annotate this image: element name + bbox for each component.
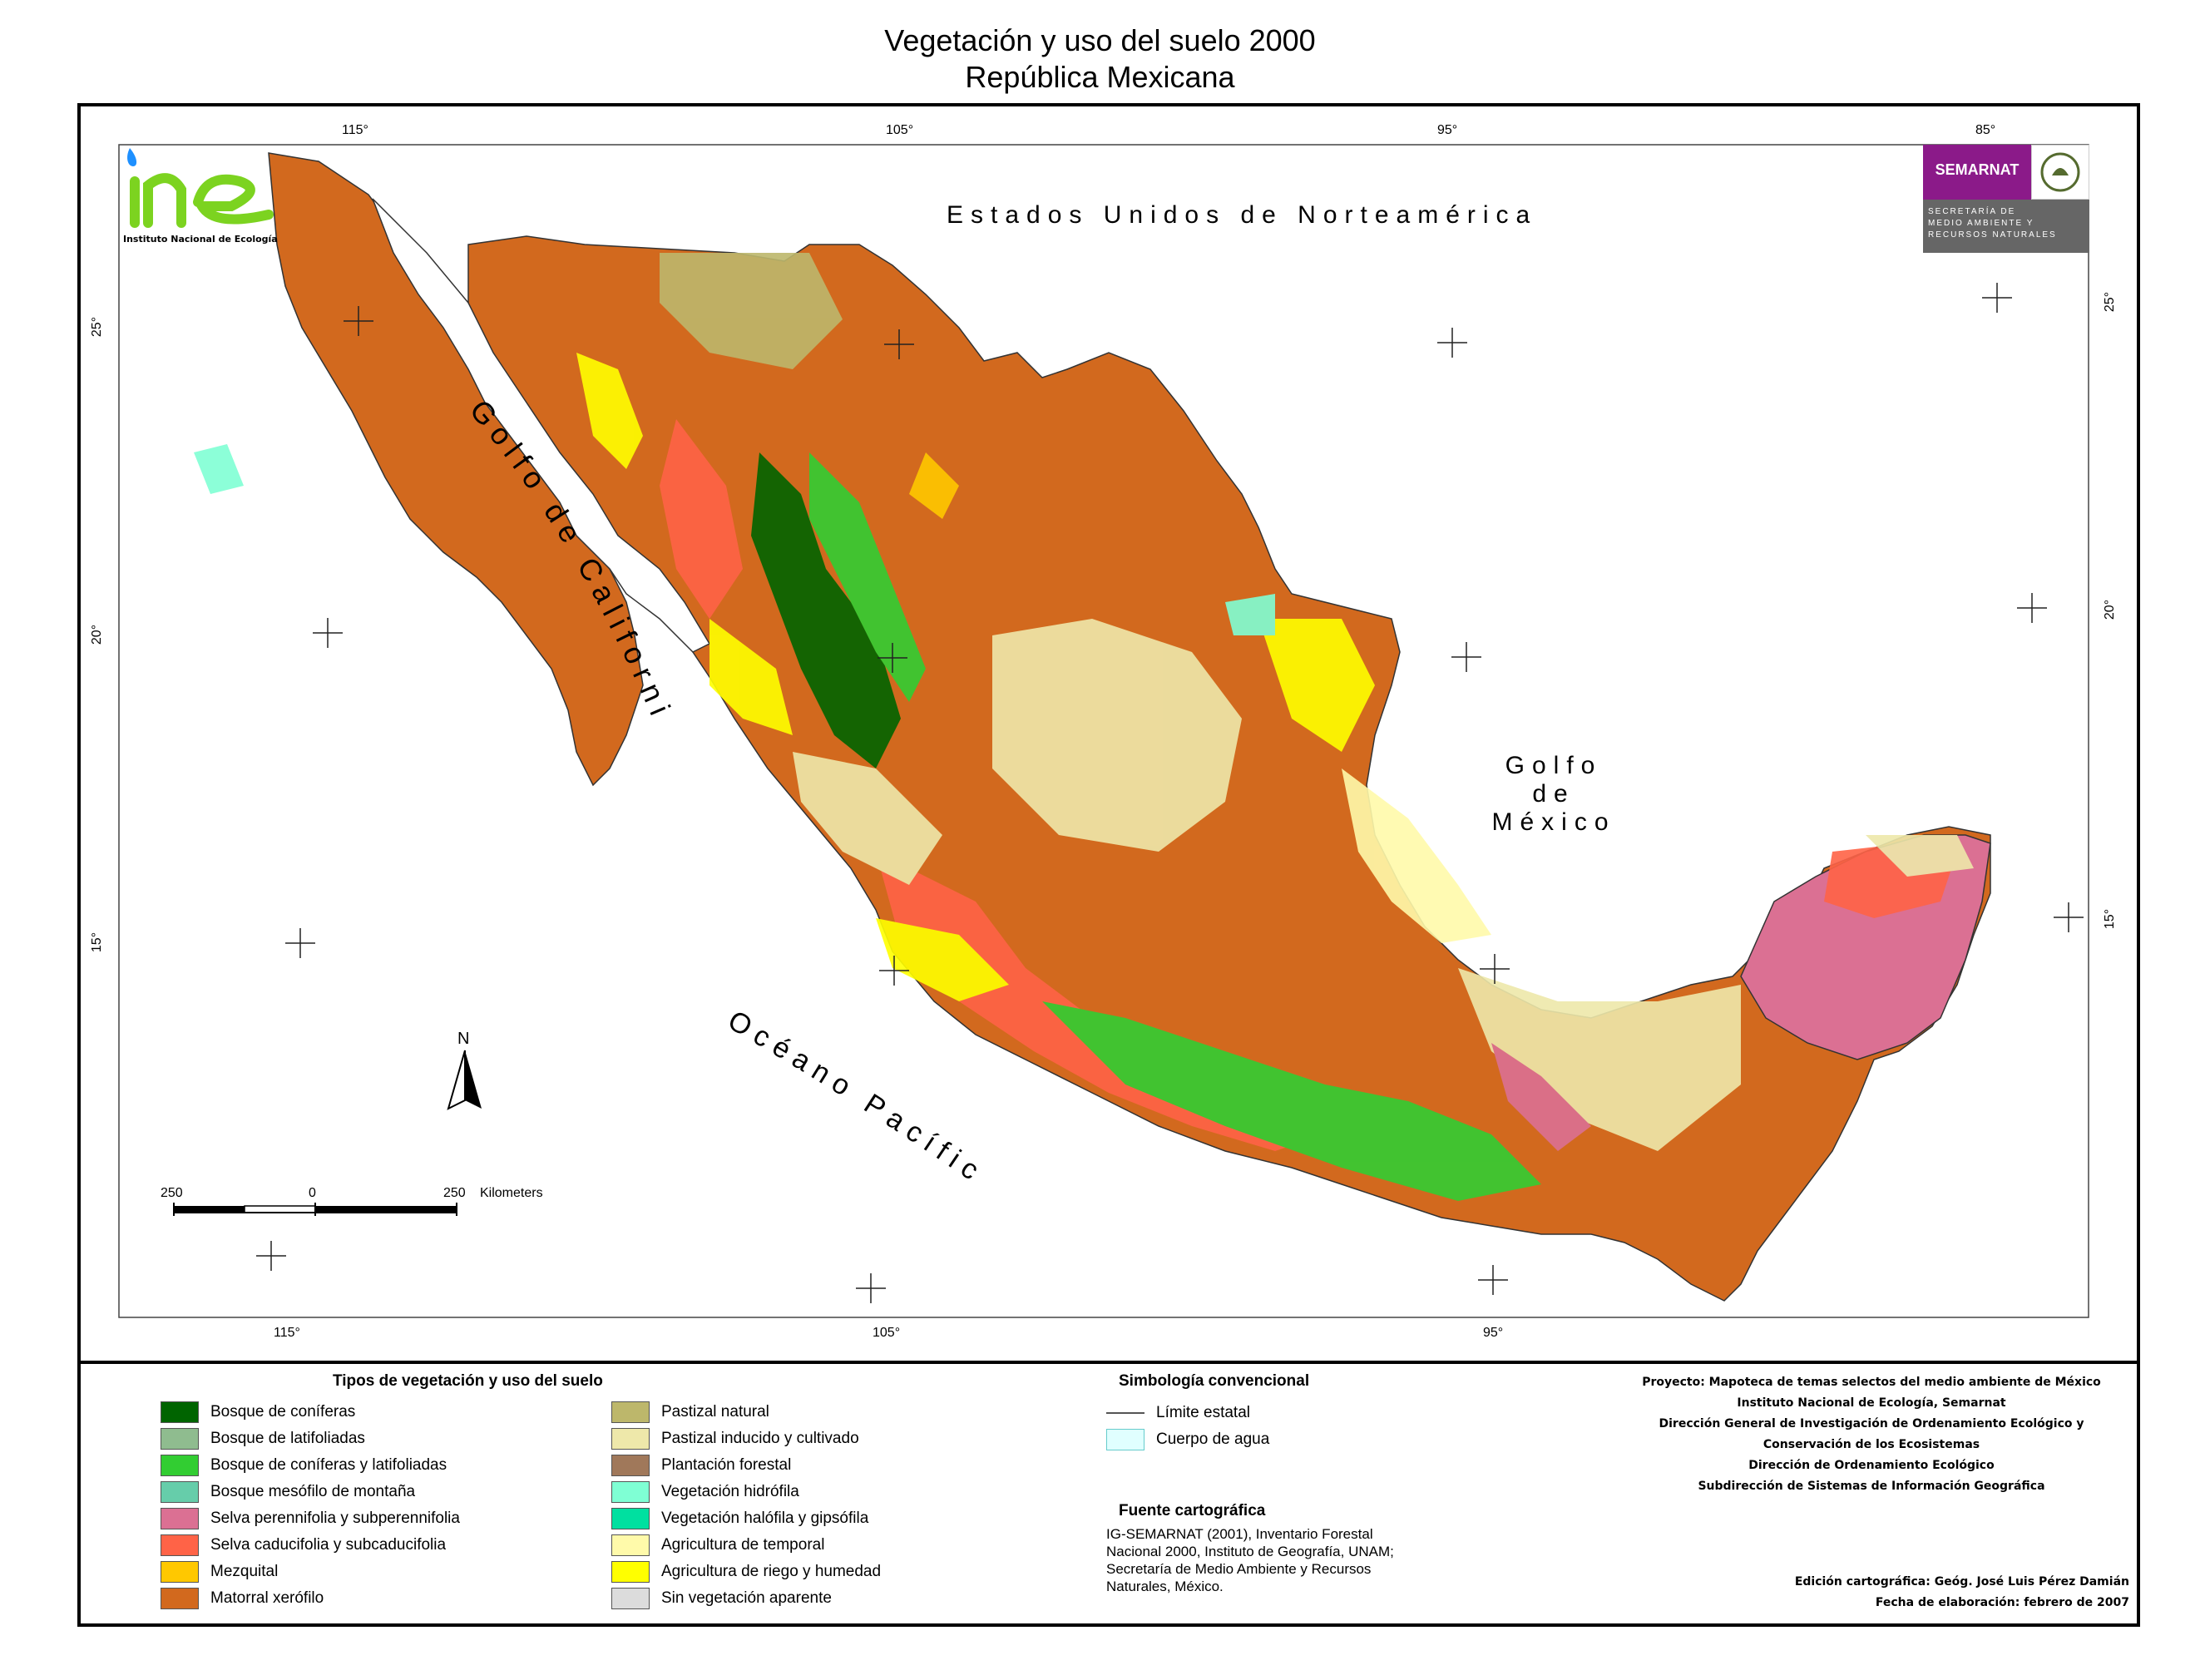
ine-logo-icon xyxy=(127,148,274,228)
map-title: Vegetación y uso del suelo 2000 xyxy=(884,23,1316,57)
legend-heading: Tipos de vegetación y uso del suelo xyxy=(333,1372,603,1390)
water-swatch xyxy=(1106,1429,1144,1450)
legend-swatch xyxy=(161,1508,199,1529)
legend-swatch xyxy=(161,1481,199,1503)
legend-item: Selva caducifolia y subcaducifolia xyxy=(161,1534,446,1557)
legend-item: Matorral xerófilo xyxy=(161,1587,324,1610)
mexico-seal-icon xyxy=(2031,145,2089,200)
legend-item: Pastizal inducido y cultivado xyxy=(611,1427,859,1450)
legend-swatch xyxy=(161,1428,199,1450)
legend-item: Bosque de coníferas xyxy=(161,1401,355,1424)
coord-right-20: 20° xyxy=(2103,599,2118,620)
simbologia-heading: Simbología convencional xyxy=(1119,1372,1310,1390)
legend-label: Matorral xerófilo xyxy=(210,1589,324,1607)
legend-label: Mezquital xyxy=(210,1563,279,1580)
legend-label: Pastizal natural xyxy=(661,1403,769,1421)
ine-logo: Instituto Nacional de Ecología xyxy=(123,148,281,248)
gulf-of-california xyxy=(372,198,711,653)
legend-item-limite-estatal: Límite estatal xyxy=(1106,1401,1250,1425)
north-arrow xyxy=(447,1050,482,1110)
coord-bottom-105: 105° xyxy=(873,1326,901,1340)
legend-item: Agricultura de riego y humedad xyxy=(611,1560,881,1584)
scale-label-left: 250 xyxy=(161,1186,183,1200)
scale-unit: Kilometers xyxy=(480,1186,543,1200)
usa-label: Estados Unidos de Norteamérica xyxy=(947,201,1538,229)
legend-item: Mezquital xyxy=(161,1560,278,1584)
coord-top-95: 95° xyxy=(1437,123,1458,137)
legend-item: Bosque de coníferas y latifoliadas xyxy=(161,1454,447,1477)
north-label: N xyxy=(457,1030,470,1048)
legend-item: Vegetación hidrófila xyxy=(611,1480,799,1504)
legend-label: Agricultura de riego y humedad xyxy=(661,1563,882,1580)
legend-label: Vegetación halófila y gipsófila xyxy=(661,1510,869,1527)
legend-label: Agricultura de temporal xyxy=(661,1536,825,1554)
legend-swatch xyxy=(611,1428,650,1450)
scale-label-mid: 0 xyxy=(309,1186,316,1200)
coord-top-115: 115° xyxy=(342,123,368,137)
legend-item: Plantación forestal xyxy=(611,1454,791,1477)
legend-swatch xyxy=(161,1455,199,1476)
coord-left-20: 20° xyxy=(90,624,105,645)
legend-label: Vegetación hidrófila xyxy=(661,1483,799,1500)
scale-label-right: 250 xyxy=(443,1186,466,1200)
map-panel: Golfo de California Océano Pacífico xyxy=(77,103,2140,1367)
edicion-text: Edición cartográfica: Geóg. José Luis Pé… xyxy=(1794,1575,2129,1609)
semarnat-name: SEMARNAT xyxy=(1935,161,2020,178)
fuente-heading: Fuente cartográfica xyxy=(1119,1502,1266,1519)
legend-item: Agricultura de temporal xyxy=(611,1534,824,1557)
legend-swatch xyxy=(161,1401,199,1423)
legend-item: Bosque de latifoliadas xyxy=(161,1427,365,1450)
ine-logo-text: Instituto Nacional de Ecología xyxy=(123,234,278,245)
map-frame xyxy=(77,103,2140,1627)
legend-item: Selva perennifolia y subperennifolia xyxy=(161,1507,460,1530)
legend-swatch xyxy=(611,1455,650,1476)
coord-right-15: 15° xyxy=(2103,908,2118,930)
legend-divider xyxy=(77,1361,2140,1364)
legend-swatch xyxy=(611,1481,650,1503)
vegetation-patches xyxy=(194,253,1974,1201)
coord-right-25: 25° xyxy=(2103,291,2118,313)
legend-label: Selva caducifolia y subcaducifolia xyxy=(210,1536,447,1554)
coord-left-15: 15° xyxy=(90,931,105,953)
legend-item: Vegetación halófila y gipsófila xyxy=(611,1507,868,1530)
proyecto-text: Proyecto: Mapoteca de temas selectos del… xyxy=(1642,1376,2101,1493)
legend-label: Bosque mesófilo de montaña xyxy=(210,1483,416,1500)
legend-item-cuerpo-agua: Cuerpo de agua xyxy=(1106,1428,1269,1451)
legend-item: Sin vegetación aparente xyxy=(611,1587,832,1610)
coord-bottom-95: 95° xyxy=(1483,1326,1504,1340)
legend-swatch xyxy=(611,1534,650,1556)
scale-bar xyxy=(173,1203,457,1216)
legend-swatch xyxy=(161,1561,199,1583)
legend-item: Bosque mesófilo de montaña xyxy=(161,1480,415,1504)
legend-swatch xyxy=(611,1588,650,1609)
legend-label: Pastizal inducido y cultivado xyxy=(661,1430,859,1447)
legend-swatch xyxy=(161,1534,199,1556)
legend-label: Sin vegetación aparente xyxy=(661,1589,832,1607)
coord-top-85: 85° xyxy=(1975,123,1996,137)
line-swatch xyxy=(1106,1412,1144,1414)
semarnat-logo: SEMARNAT SECRETARÍA DE MEDIO AMBIENTE Y … xyxy=(1923,145,2089,253)
legend-label: Bosque de coníferas xyxy=(210,1403,356,1421)
fuente-text: IG-SEMARNAT (2001), Inventario Forestal … xyxy=(1106,1526,1394,1594)
legend-label: Selva perennifolia y subperennifolia xyxy=(210,1510,460,1527)
semarnat-subtitle: SECRETARÍA DE MEDIO AMBIENTE Y RECURSOS … xyxy=(1923,200,2089,253)
legend-swatch xyxy=(611,1561,650,1583)
legend-label: Bosque de latifoliadas xyxy=(210,1430,365,1447)
legend-label: Plantación forestal xyxy=(661,1456,792,1474)
coord-left-25: 25° xyxy=(90,316,105,338)
coord-bottom-115: 115° xyxy=(274,1326,300,1340)
legend-swatch xyxy=(611,1401,650,1423)
legend-label: Bosque de coníferas y latifoliadas xyxy=(210,1456,447,1474)
gulf-mexico-label: Golfo de México xyxy=(1491,752,1616,836)
legend-item: Pastizal natural xyxy=(611,1401,769,1424)
map-subtitle: República Mexicana xyxy=(965,60,1235,94)
graticule-crosses xyxy=(256,283,2084,1303)
legend-swatch xyxy=(611,1508,650,1529)
coord-top-105: 105° xyxy=(886,123,914,137)
legend-swatch xyxy=(161,1588,199,1609)
map-canvas: Golfo de California Océano Pacífico xyxy=(77,103,2089,1318)
